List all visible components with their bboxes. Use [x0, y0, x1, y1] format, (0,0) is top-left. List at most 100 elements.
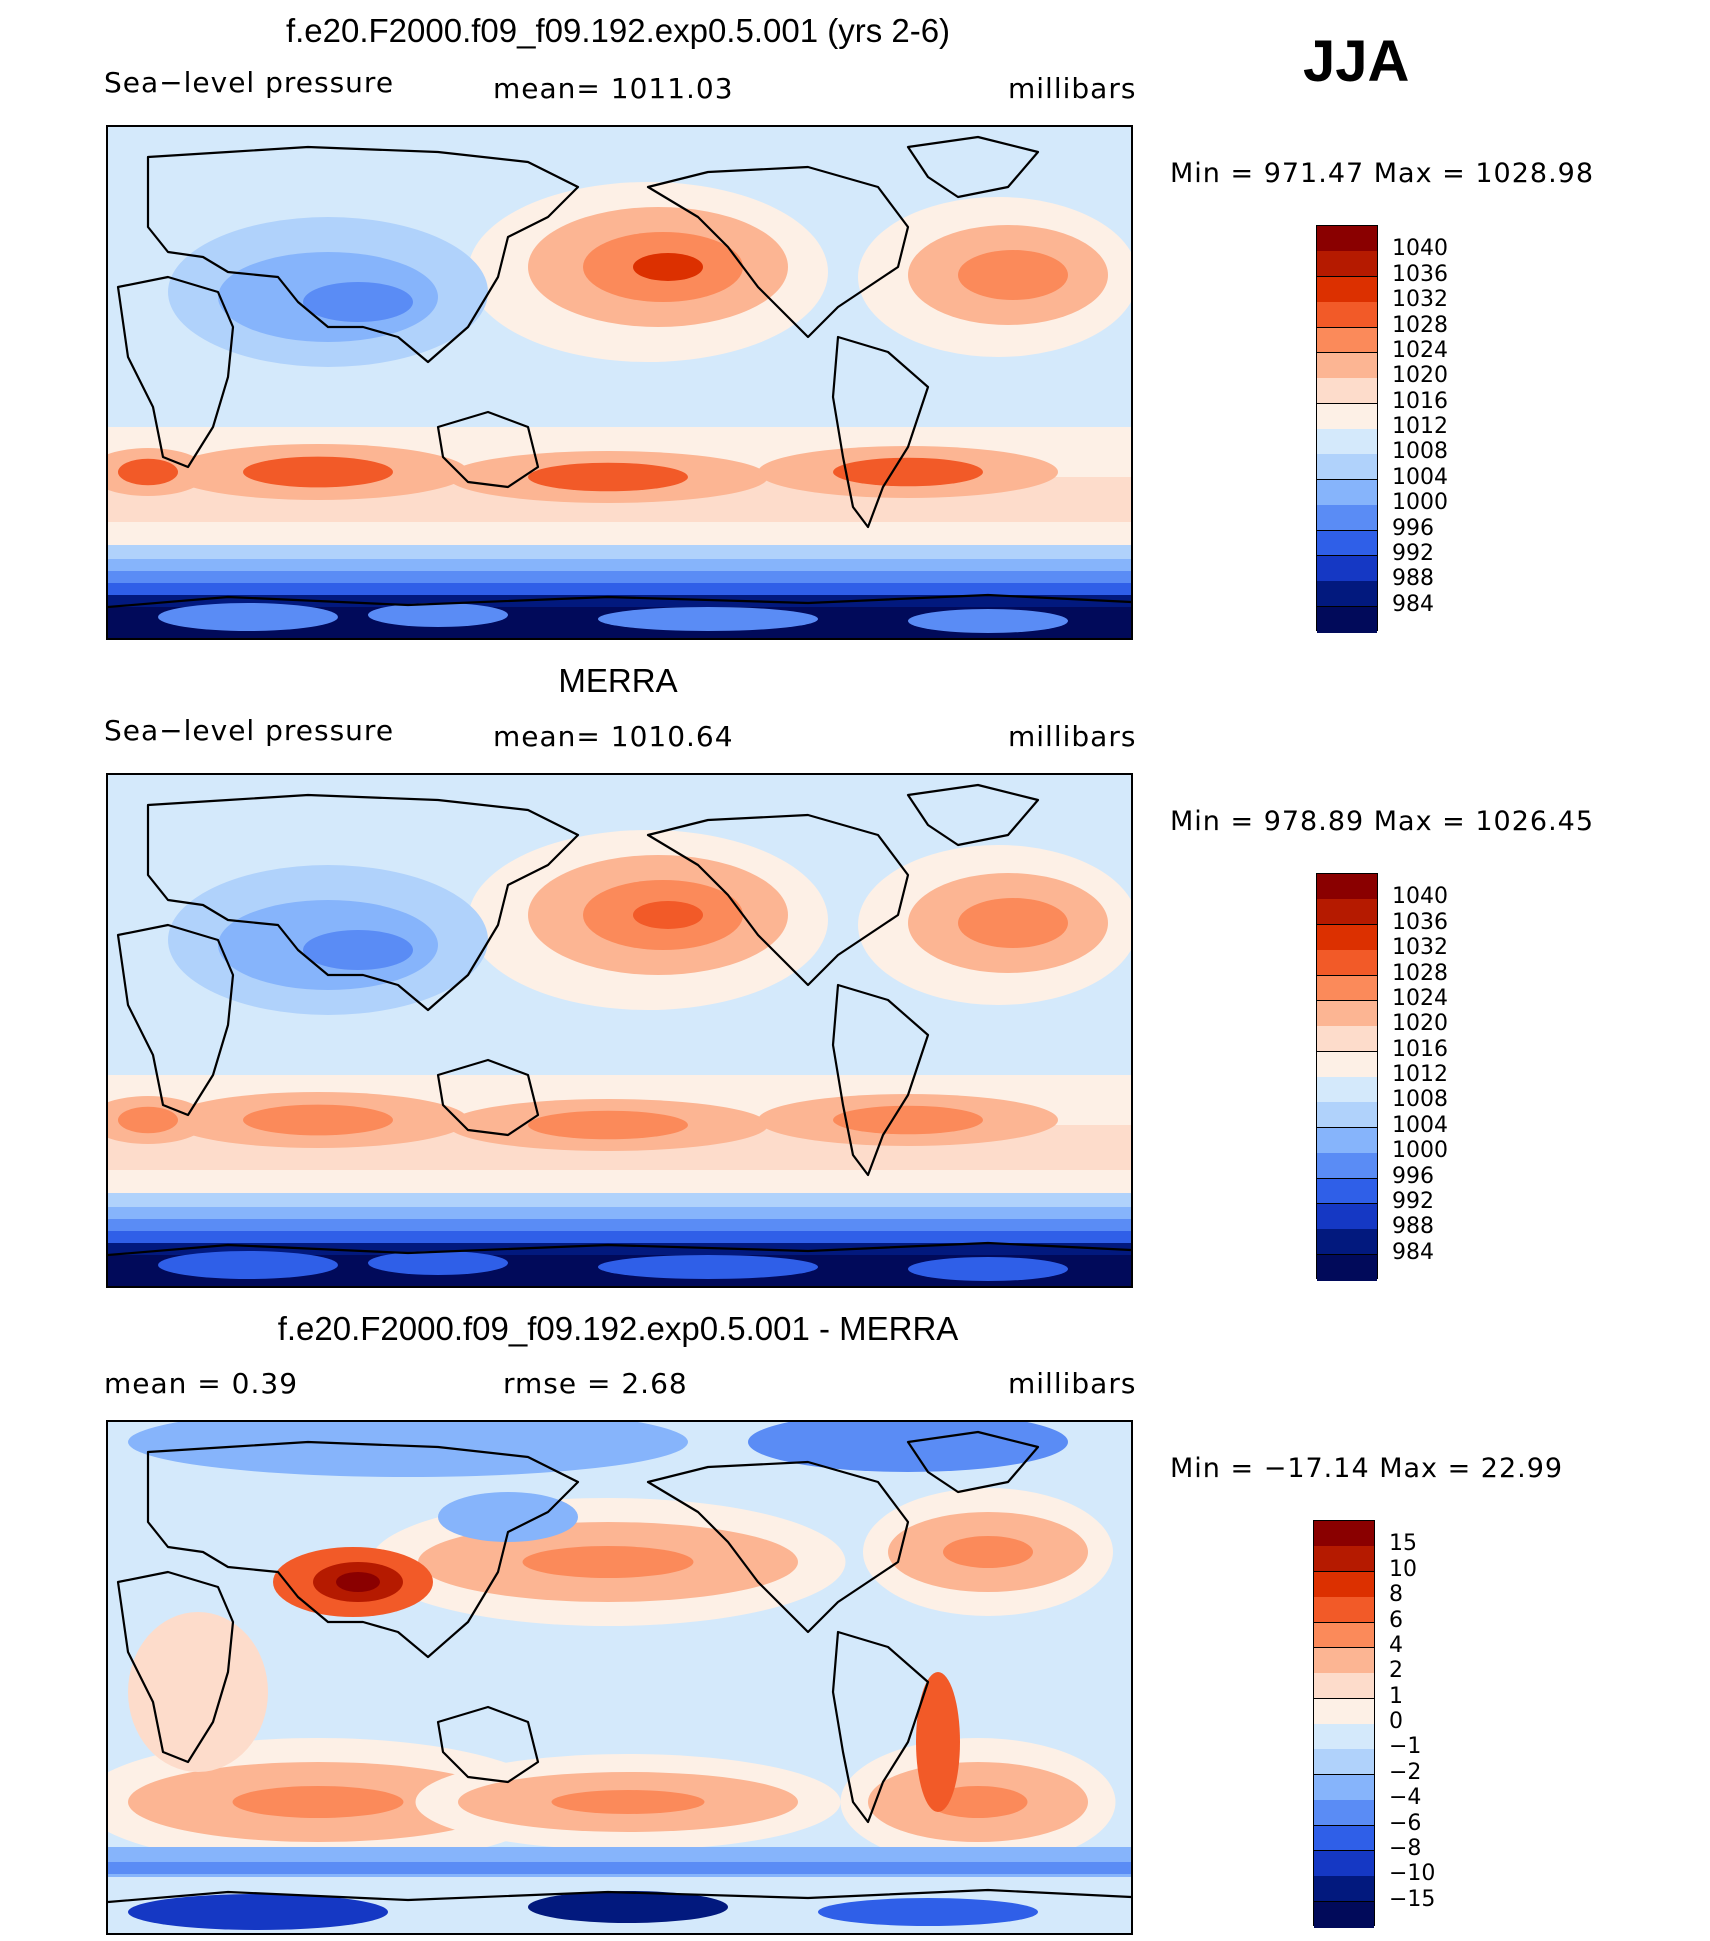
colorbar-swatch — [1317, 899, 1377, 926]
panel2-contour-field — [108, 775, 1131, 1286]
panel3-colorbar — [1313, 1520, 1375, 1928]
colorbar-swatch — [1317, 606, 1377, 633]
colorbar-swatch — [1317, 924, 1377, 951]
colorbar-swatch — [1314, 1749, 1374, 1776]
colorbar-label: 1032 — [1392, 935, 1448, 961]
colorbar-swatch — [1317, 1102, 1377, 1129]
colorbar-label: −4 — [1389, 1785, 1422, 1811]
colorbar-swatch — [1317, 975, 1377, 1002]
colorbar-label: 1 — [1389, 1683, 1403, 1709]
colorbar-label: 1016 — [1392, 1036, 1448, 1062]
colorbar-label: 1012 — [1392, 1062, 1448, 1087]
panel2-variable: Sea−level pressure — [104, 714, 395, 747]
panel2-title: MERRA — [558, 662, 678, 699]
colorbar-swatch — [1314, 1571, 1374, 1598]
panel1-mean: mean= 1011.03 — [493, 72, 734, 105]
colorbar-label: −15 — [1389, 1886, 1436, 1912]
colorbar-label: 6 — [1389, 1607, 1403, 1633]
colorbar-label: 988 — [1392, 566, 1434, 592]
colorbar-label: 996 — [1392, 515, 1434, 541]
colorbar-swatch — [1317, 352, 1377, 379]
colorbar-label: 1008 — [1392, 439, 1448, 465]
colorbar-swatch — [1317, 479, 1377, 506]
colorbar-label: 988 — [1392, 1214, 1434, 1240]
colorbar-swatch — [1314, 1673, 1374, 1700]
colorbar-label: −6 — [1389, 1810, 1422, 1836]
panel2-map — [106, 773, 1133, 1288]
colorbar-label: 1020 — [1392, 363, 1448, 389]
colorbar-swatch — [1314, 1622, 1374, 1649]
colorbar-label: −1 — [1389, 1734, 1422, 1760]
colorbar-swatch — [1314, 1825, 1374, 1852]
colorbar-swatch — [1317, 874, 1377, 900]
colorbar-swatch — [1317, 581, 1377, 608]
panel3-minmax: Min = −17.14 Max = 22.99 — [1170, 1453, 1564, 1484]
colorbar-swatch — [1317, 950, 1377, 976]
colorbar-label: 984 — [1392, 591, 1434, 617]
colorbar-swatch — [1317, 1051, 1377, 1078]
colorbar-swatch — [1314, 1876, 1374, 1903]
panel1-variable: Sea−level pressure — [104, 66, 395, 99]
colorbar-swatch — [1317, 505, 1377, 531]
colorbar-label: −2 — [1389, 1759, 1422, 1785]
colorbar-swatch — [1317, 1229, 1377, 1256]
colorbar-label: 8 — [1389, 1582, 1403, 1608]
colorbar-swatch — [1317, 378, 1377, 405]
colorbar-swatch — [1317, 226, 1377, 252]
colorbar-label: 15 — [1389, 1531, 1417, 1557]
panel3-rmse: rmse = 2.68 — [503, 1367, 688, 1400]
colorbar-label: 1000 — [1392, 1138, 1448, 1164]
colorbar-label: 1028 — [1392, 312, 1448, 338]
colorbar-label: 1024 — [1392, 337, 1448, 363]
colorbar-label: 1004 — [1392, 1112, 1448, 1138]
season-label: JJA — [1303, 29, 1410, 94]
panel3-units: millibars — [1008, 1367, 1137, 1400]
colorbar-swatch — [1314, 1546, 1374, 1573]
colorbar-label: 1008 — [1392, 1087, 1448, 1113]
colorbar-swatch — [1314, 1724, 1374, 1750]
panel3-title: f.e20.F2000.f09_f09.192.exp0.5.001 - MER… — [277, 1310, 959, 1347]
colorbar-swatch — [1317, 530, 1377, 557]
colorbar-swatch — [1314, 1521, 1374, 1547]
colorbar-swatch — [1317, 1077, 1377, 1103]
colorbar-swatch — [1317, 454, 1377, 481]
colorbar-label: 1020 — [1392, 1011, 1448, 1037]
colorbar-swatch — [1317, 1254, 1377, 1281]
colorbar-label: 1000 — [1392, 490, 1448, 516]
colorbar-label: 1036 — [1392, 909, 1448, 935]
colorbar-swatch — [1317, 276, 1377, 303]
colorbar-label: −8 — [1389, 1835, 1422, 1861]
colorbar-label: 1040 — [1392, 884, 1448, 910]
panel1-title: f.e20.F2000.f09_f09.192.exp0.5.001 (yrs … — [285, 12, 951, 49]
colorbar-swatch — [1314, 1774, 1374, 1801]
colorbar-swatch — [1317, 1178, 1377, 1205]
colorbar-swatch — [1317, 1026, 1377, 1053]
panel3-contour-field — [108, 1422, 1131, 1933]
colorbar-swatch — [1317, 403, 1377, 430]
colorbar-label: 992 — [1392, 540, 1434, 566]
colorbar-swatch — [1317, 302, 1377, 328]
panel1-map — [106, 125, 1133, 640]
colorbar-swatch — [1314, 1850, 1374, 1877]
panel1-contour-field — [108, 127, 1131, 638]
panel1-units: millibars — [1008, 72, 1137, 105]
panel1-colorbar — [1316, 225, 1378, 633]
colorbar-label: 1036 — [1392, 261, 1448, 287]
colorbar-label: 0 — [1389, 1709, 1403, 1734]
colorbar-swatch — [1314, 1800, 1374, 1826]
colorbar-label: −10 — [1389, 1861, 1436, 1887]
colorbar-label: 10 — [1389, 1556, 1417, 1582]
colorbar-swatch — [1314, 1698, 1374, 1725]
panel3-map — [106, 1420, 1133, 1935]
panel2-colorbar — [1316, 873, 1378, 1281]
colorbar-swatch — [1317, 1153, 1377, 1179]
colorbar-swatch — [1317, 555, 1377, 582]
colorbar-swatch — [1317, 1203, 1377, 1230]
colorbar-swatch — [1317, 251, 1377, 278]
colorbar-label: 992 — [1392, 1188, 1434, 1214]
panel1-minmax: Min = 971.47 Max = 1028.98 — [1170, 158, 1595, 189]
colorbar-swatch — [1314, 1647, 1374, 1674]
colorbar-label: 4 — [1389, 1632, 1403, 1658]
colorbar-label: 996 — [1392, 1163, 1434, 1189]
colorbar-label: 1040 — [1392, 236, 1448, 262]
